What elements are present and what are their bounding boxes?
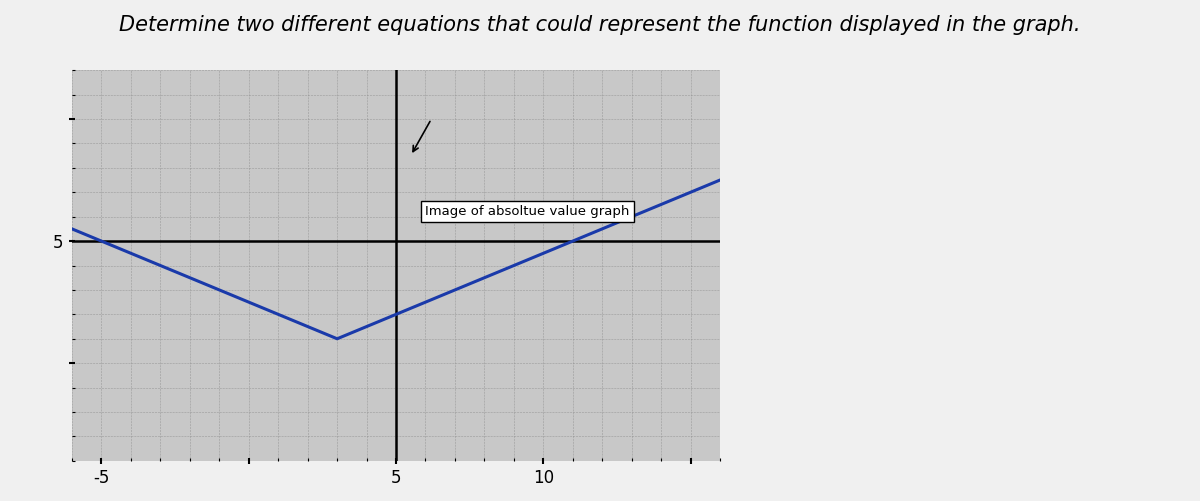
- Text: Image of absoltue value graph: Image of absoltue value graph: [426, 205, 630, 218]
- Text: Determine two different equations that could represent the function displayed in: Determine two different equations that c…: [119, 15, 1081, 35]
